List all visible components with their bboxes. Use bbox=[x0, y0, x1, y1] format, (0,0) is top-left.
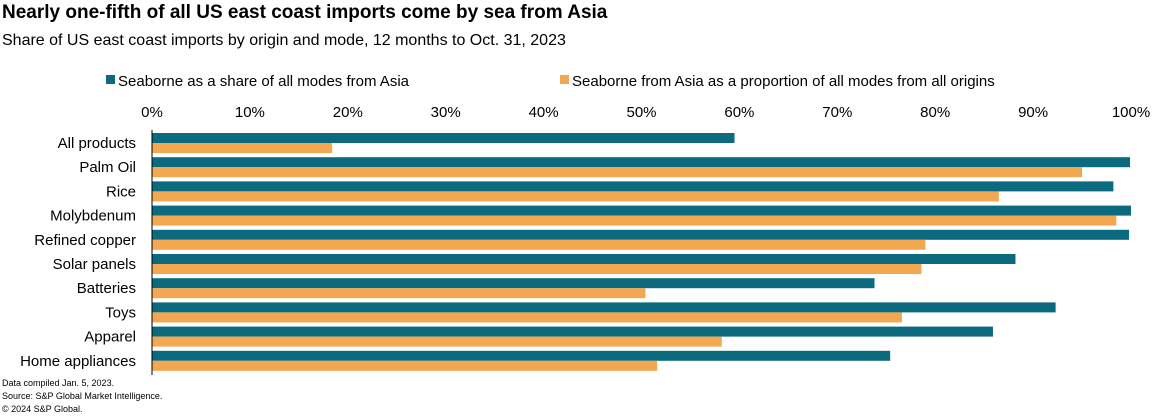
x-tick-label: 80% bbox=[920, 104, 950, 121]
bar-series-2 bbox=[152, 167, 1083, 178]
x-tick-label: 60% bbox=[724, 104, 754, 121]
category-label: Batteries bbox=[77, 280, 136, 297]
bar-series-1 bbox=[152, 254, 1016, 264]
category-label: Rice bbox=[106, 183, 136, 200]
bar-series-1 bbox=[152, 157, 1131, 168]
x-tick-label: 40% bbox=[529, 104, 559, 121]
bar-series-2 bbox=[152, 191, 999, 202]
bar-series-1 bbox=[152, 350, 891, 361]
bar-series-2 bbox=[152, 215, 1117, 226]
category-label: Molybdenum bbox=[50, 208, 136, 225]
bar-series-2 bbox=[152, 360, 658, 371]
x-tick-label: 90% bbox=[1018, 104, 1048, 121]
x-tick-label: 50% bbox=[626, 104, 656, 121]
bar-series-2 bbox=[152, 336, 722, 347]
footnote-copyright: © 2024 S&P Global. bbox=[2, 404, 83, 414]
category-label: Apparel bbox=[84, 329, 136, 346]
bar-series-2 bbox=[152, 143, 333, 153]
bar-series-1 bbox=[152, 229, 1130, 240]
bar-series-1 bbox=[152, 181, 1114, 192]
legend-label-series-1: Seaborne as a share of all modes from As… bbox=[118, 73, 410, 90]
legend: Seaborne as a share of all modes from As… bbox=[106, 73, 995, 90]
legend-label-series-2: Seaborne from Asia as a proportion of al… bbox=[572, 73, 995, 90]
x-tick-label: 10% bbox=[235, 104, 265, 121]
category-label: Palm Oil bbox=[79, 159, 136, 176]
category-label: All products bbox=[58, 135, 136, 152]
footnote-data-compiled: Data compiled Jan. 5, 2023. bbox=[2, 378, 115, 388]
legend-swatch-series-1 bbox=[106, 75, 115, 84]
x-tick-label: 100% bbox=[1112, 104, 1150, 121]
chart-subtitle: Share of US east coast imports by origin… bbox=[2, 32, 566, 49]
bar-series-1 bbox=[152, 302, 1056, 313]
bar-series-2 bbox=[152, 264, 922, 274]
y-axis-labels: All products Palm Oil Rice Molybdenum Refine… bbox=[20, 135, 136, 370]
x-tick-label: 70% bbox=[822, 104, 852, 121]
bar-series-1 bbox=[152, 278, 875, 289]
bar-series-2 bbox=[152, 312, 902, 323]
legend-swatch-series-2 bbox=[560, 75, 569, 84]
bar-series-1 bbox=[152, 205, 1131, 216]
x-tick-label: 30% bbox=[431, 104, 461, 121]
category-label: Solar panels bbox=[53, 256, 136, 273]
category-label: Toys bbox=[105, 304, 136, 321]
bar-series-2 bbox=[152, 288, 646, 299]
chart-title: Nearly one-fifth of all US east coast im… bbox=[2, 2, 608, 23]
bar-series-2 bbox=[152, 239, 926, 250]
category-label: Refined copper bbox=[34, 232, 136, 249]
category-label: Home appliances bbox=[20, 353, 136, 370]
x-tick-label: 20% bbox=[333, 104, 363, 121]
footnote-source: Source: S&P Global Market Intelligence. bbox=[2, 391, 163, 401]
bar-series-1 bbox=[152, 326, 993, 337]
x-tick-label: 0% bbox=[141, 104, 163, 121]
bars bbox=[151, 130, 1131, 375]
x-axis-ticks: 0% 10% 20% 30% 40% 50% 60% 70% 80% 90% 100% bbox=[141, 104, 1150, 121]
bar-series-1 bbox=[152, 133, 735, 143]
